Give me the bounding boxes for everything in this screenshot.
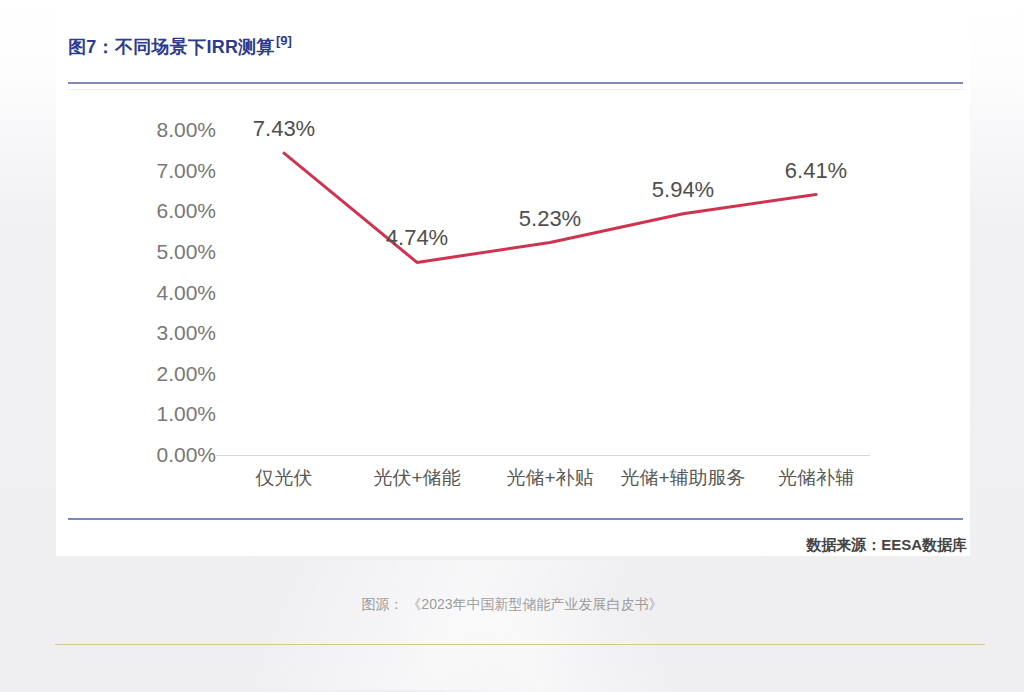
image-source-caption: 图源： 《2023年中国新型储能产业发展白皮书》 <box>0 596 1024 614</box>
page: { "title": { "text": "图7：不同场景下IRR测算", "s… <box>0 0 1024 692</box>
data-point-label: 5.23% <box>500 207 600 231</box>
data-point-label: 5.94% <box>633 178 733 202</box>
data-source-note: 数据来源：EESA数据库 <box>467 536 967 555</box>
data-point-label: 6.41% <box>766 159 866 183</box>
bottom-gold-line <box>55 644 985 645</box>
data-point-label: 4.74% <box>367 226 467 250</box>
irr-series-line <box>0 0 1024 692</box>
data-point-label: 7.43% <box>234 117 334 141</box>
footer-rule <box>68 518 963 520</box>
